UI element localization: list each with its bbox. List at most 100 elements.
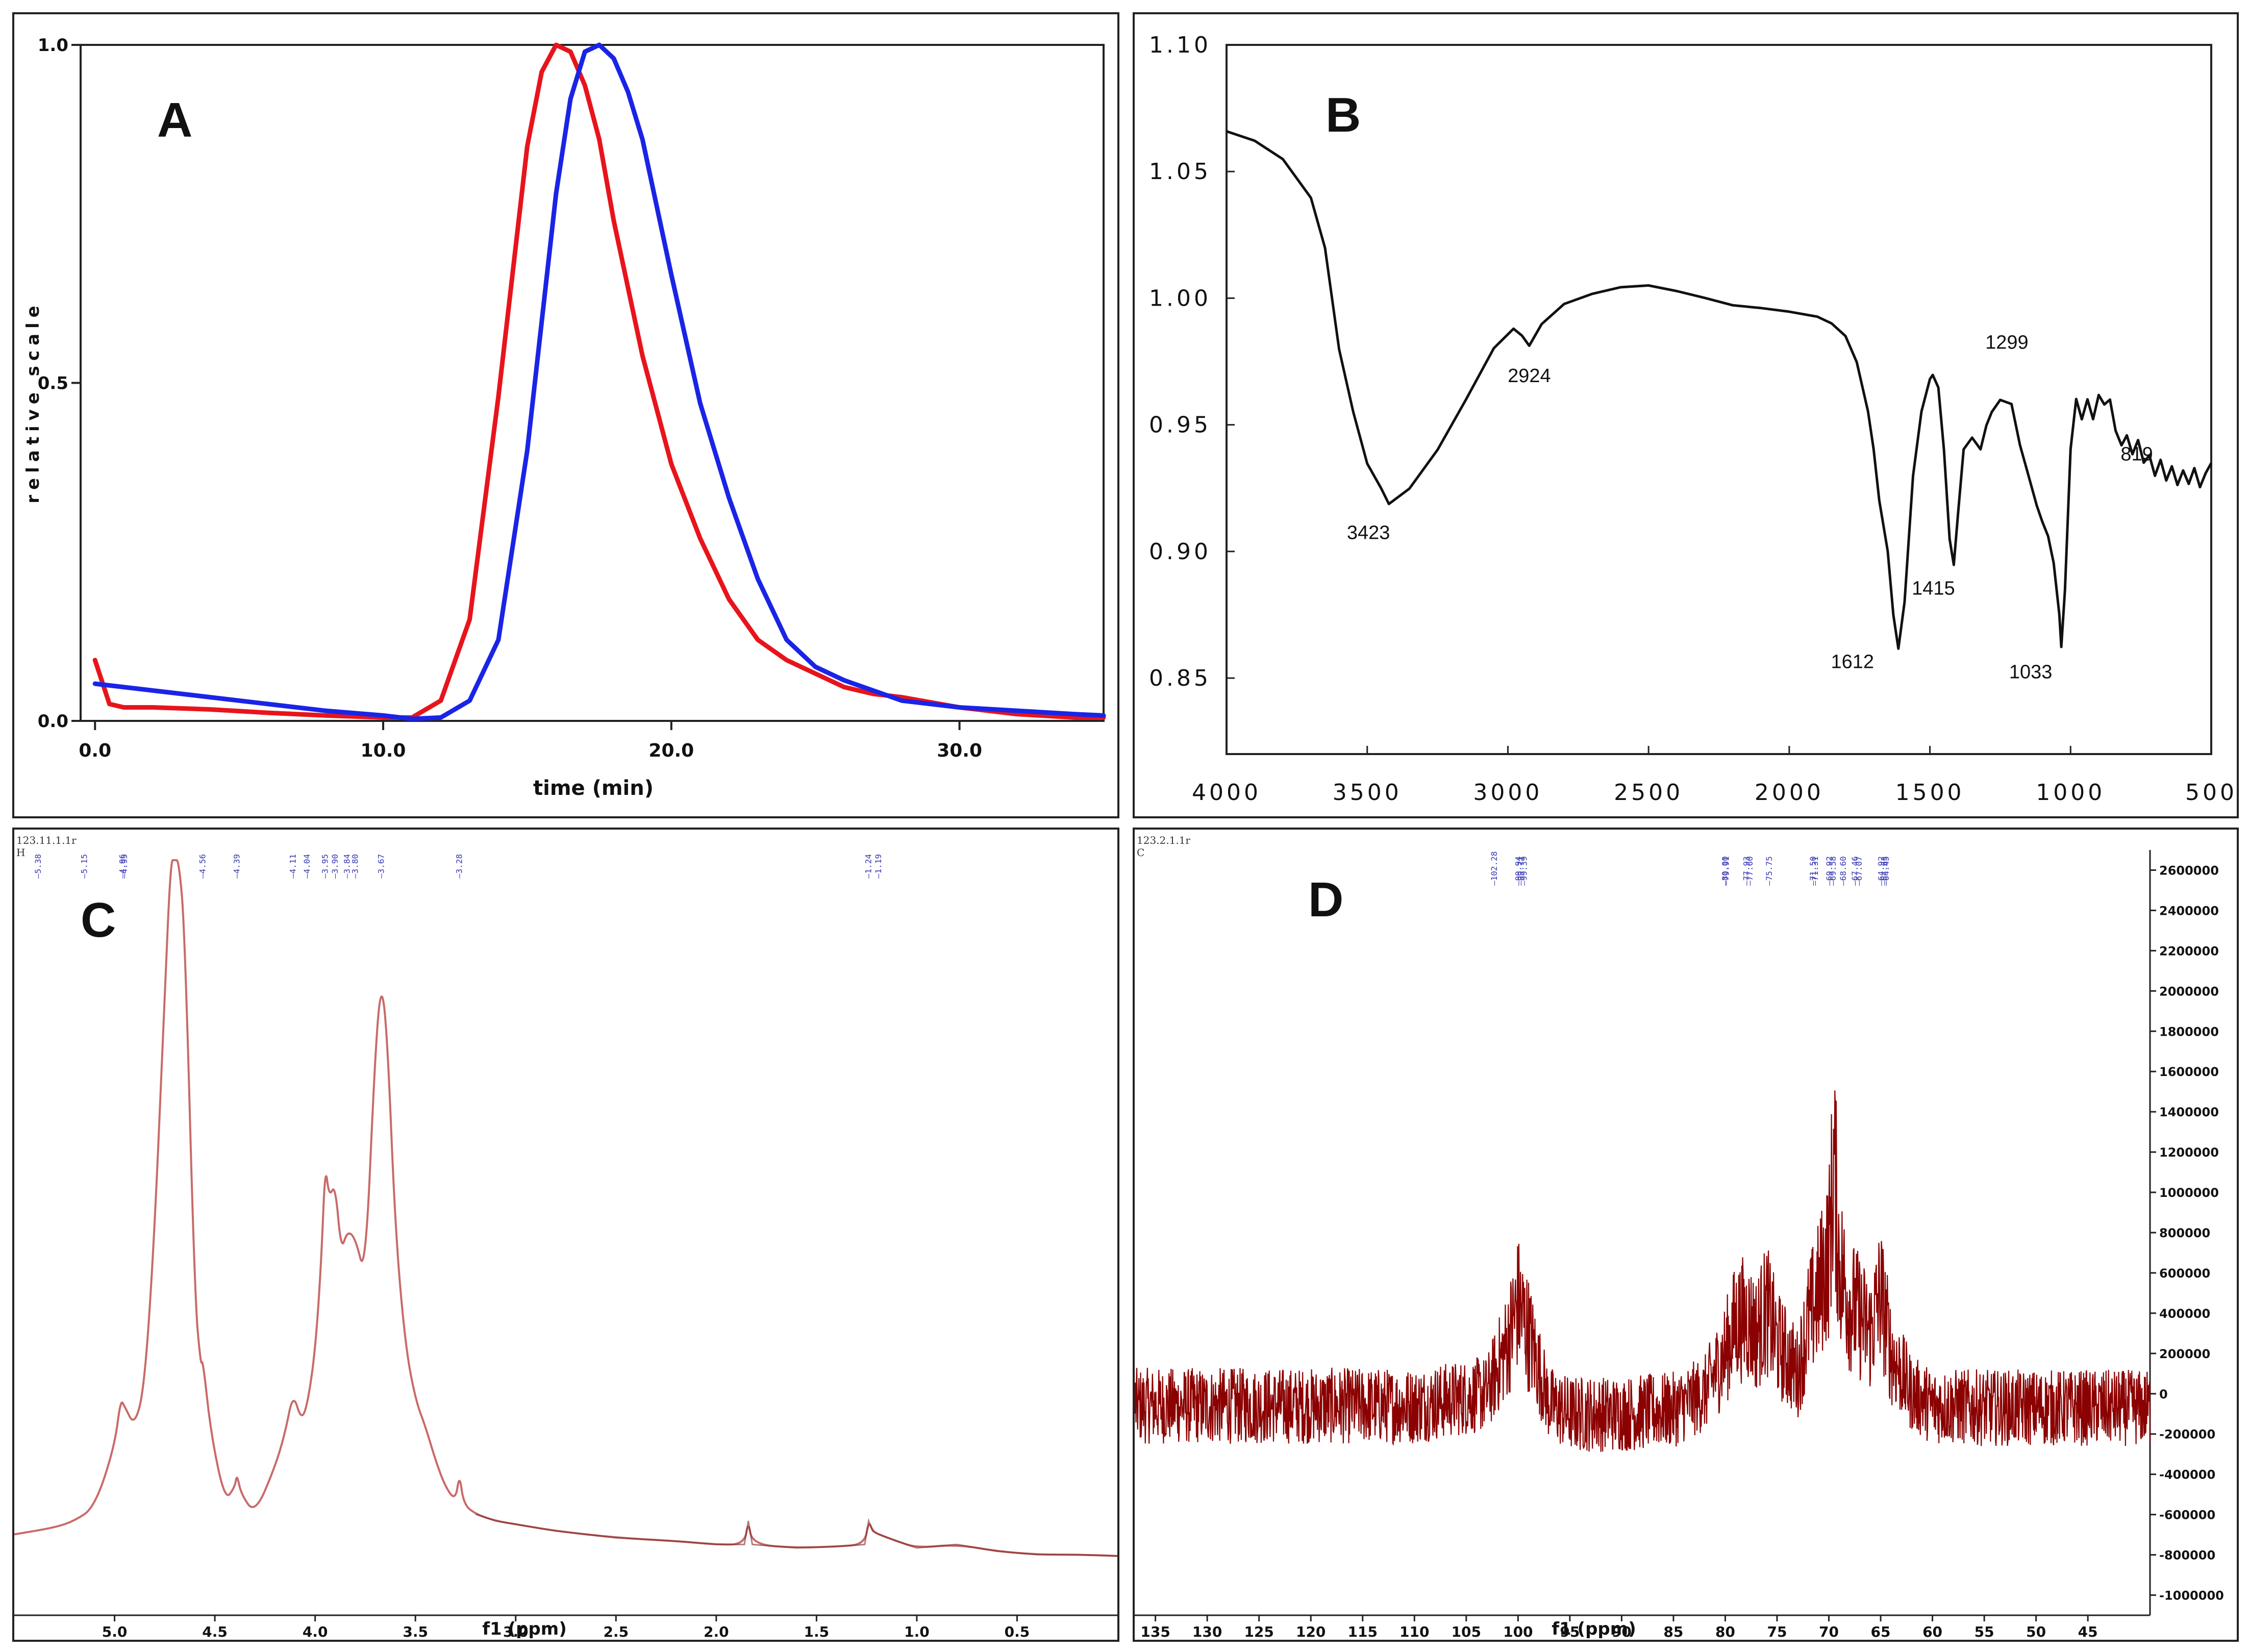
- chart-d-peak-label: —67.46: [1850, 856, 1860, 886]
- chart-d-xtick-label: 110: [1400, 1623, 1429, 1640]
- chart-c-xtick-label: 2.5: [603, 1623, 629, 1640]
- chart-d-peak-label: —80.00: [1720, 856, 1730, 886]
- chart-d-xtick-label: 125: [1244, 1623, 1273, 1640]
- panel-letter-c: C: [81, 893, 116, 947]
- chart-d-ytick-label: 1200000: [2159, 1145, 2219, 1160]
- chart-b-peak-annotation: 3423: [1347, 522, 1390, 544]
- chart-d-ytick-label: 200000: [2159, 1347, 2210, 1361]
- chart-d-ytick-label: 800000: [2159, 1226, 2210, 1240]
- chart-b-series: [1226, 130, 2213, 650]
- chart-c-peak-label: —3.90: [330, 854, 340, 879]
- chart-d-peak-label: —99.39: [1519, 856, 1529, 886]
- chart-d-peak-label: —67.07: [1854, 856, 1864, 886]
- chart-a-series: [92, 42, 1106, 721]
- chart-c-peak-label: —4.56: [198, 854, 208, 879]
- chart-a-canvas: A 0.0 10.0 20.0 30.0 0.0 0.5 1.0 time (min) re…: [23, 35, 1106, 800]
- panel-letter-a: A: [157, 93, 192, 147]
- chart-d-ytick-label: 1400000: [2159, 1105, 2219, 1119]
- chart-d-ytick-label: -1000000: [2159, 1589, 2224, 1603]
- chart-d-peak-label: —64.45: [1881, 856, 1891, 886]
- chart-d-peak-label: —71.31: [1810, 856, 1820, 886]
- chart-d-ytick-label: 400000: [2159, 1307, 2210, 1321]
- chart-c-xtick-label: 4.0: [303, 1623, 328, 1640]
- chart-d-peak-label: —77.60: [1745, 856, 1755, 886]
- chart-b-peak-annotation: 1033: [2009, 662, 2053, 683]
- chart-d-peak-label: —71.50: [1808, 856, 1818, 886]
- chart-c-nucleus: H: [16, 846, 25, 859]
- chart-a-xtick-label: 0.0: [79, 740, 111, 761]
- chart-b-peak-annotation: 819: [2120, 443, 2153, 465]
- chart-d-xtick-label: 85: [1663, 1623, 1683, 1640]
- chart-b-ytick-label: 1.00: [1149, 285, 1211, 311]
- chart-c-peak-label: —3.95: [320, 854, 330, 879]
- chart-a-ylabel: relative scale: [23, 301, 43, 503]
- chart-c-header: 123.11.1.1r: [16, 834, 77, 846]
- chart-d-ticks: 135 130 125 120 115 110 105 100 95 90 85 80 75 70 65 60…: [1135, 850, 2224, 1640]
- chart-d-xtick-label: 70: [1819, 1623, 1839, 1640]
- panel-letter-d: D: [1308, 872, 1343, 927]
- chart-c-xtick-label: 3.5: [403, 1623, 428, 1640]
- chart-b-xtick-label: 2000: [1755, 780, 1824, 806]
- chart-a-plot-frame: [80, 44, 1105, 722]
- chart-d-ytick-label: 600000: [2159, 1266, 2210, 1281]
- chart-d-peak-labels: —102.28 —99.94—99.71—99.39 —80.00—79.91 —77…: [1489, 852, 1891, 886]
- chart-d-peak-label: —99.71: [1516, 856, 1526, 886]
- chart-c-peak-label: —3.67: [376, 854, 386, 879]
- chart-c-peak-labels: —5.38 —5.15 —4.96—4.95 —4.56 —4.39 —4.11 —4.04…: [33, 854, 883, 879]
- chart-d-xtick-label: 130: [1192, 1623, 1222, 1640]
- chart-a-ytick-label: 0.0: [38, 711, 68, 732]
- chart-a-ticks: 0.0 10.0 20.0 30.0 0.0 0.5 1.0: [38, 35, 1105, 761]
- chart-d-series-13c-nmr: [1135, 1090, 2151, 1452]
- chart-a-xlabel: time (min): [533, 777, 654, 800]
- chart-b-series-ftir: [1226, 130, 2213, 650]
- chart-a-ytick-label: 0.5: [38, 373, 68, 394]
- chart-d-header: 123.2.1.1r: [1137, 834, 1190, 846]
- chart-d-nucleus: C: [1137, 846, 1144, 859]
- chart-d-peak-label: —99.94: [1514, 856, 1523, 886]
- chart-b-plot-frame: [1226, 44, 2212, 755]
- chart-c-xlabel: f1 (ppm): [482, 1619, 566, 1639]
- chart-d-xtick-label: 75: [1767, 1623, 1787, 1640]
- chart-d-xtick-label: 55: [1975, 1623, 1994, 1640]
- chart-d-peak-label: —69.58: [1828, 856, 1838, 886]
- chart-c-series: [14, 859, 1117, 1557]
- chart-c-peak-label: —5.15: [80, 854, 89, 879]
- chart-d-ytick-label: 2200000: [2159, 944, 2219, 958]
- chart-a-xtick-label: 20.0: [648, 740, 694, 761]
- chart-c-xtick-label: 5.0: [102, 1623, 128, 1640]
- chart-d-ytick-label: 2000000: [2159, 984, 2219, 998]
- chart-b-peak-annotation: 1299: [1985, 332, 2029, 353]
- chart-b-ticks: 4000 3500 3000 2500 2000 1500 1000 500 1.10 1.05 1…: [1149, 32, 2234, 806]
- chart-b-peak-annotation: 1415: [1912, 578, 1955, 599]
- chart-d-xtick-label: 100: [1503, 1623, 1533, 1640]
- chart-c-peak-label: —4.39: [232, 854, 241, 879]
- chart-c-xtick-label: 1.5: [804, 1623, 830, 1640]
- chart-c-peak-label: —1.19: [873, 854, 883, 879]
- chart-b-xtick-label: 3500: [1333, 780, 1402, 806]
- chart-d-peak-label: —79.91: [1721, 856, 1731, 886]
- chart-d-peak-label: —68.60: [1838, 856, 1848, 886]
- chart-d-xlabel: f1 (ppm): [1552, 1619, 1636, 1639]
- panel-a: A 0.0 10.0 20.0 30.0 0.0 0.5 1.0 time (min) re…: [12, 12, 1119, 818]
- chart-d-xtick-label: 65: [1871, 1623, 1891, 1640]
- chart-c-peak-label: —3.28: [455, 854, 464, 879]
- chart-d-ytick-label: 2600000: [2159, 863, 2219, 878]
- chart-d-xtick-label: 45: [2078, 1623, 2098, 1640]
- chart-c-canvas: C 123.11.1.1r H —5.38 —5.15 —4.96—4.95 —4.5…: [14, 834, 1117, 1640]
- chart-b-xtick-label: 3000: [1473, 780, 1542, 806]
- chart-d-series: [1135, 1090, 2151, 1452]
- chart-c-xtick-label: 3.0: [503, 1623, 529, 1640]
- chart-c-peak-label: —5.38: [33, 854, 43, 879]
- chart-b-canvas: B 4000 3500 3000 2500 2000 1500 1000 500 1.10 1.0…: [1149, 32, 2234, 806]
- chart-b-ytick-label: 0.95: [1149, 412, 1211, 438]
- chart-c-xtick-label: 1.0: [904, 1623, 930, 1640]
- chart-c-xtick-label: 0.5: [1005, 1623, 1030, 1640]
- chart-d-xtick-label: 95: [1560, 1623, 1580, 1640]
- chart-c-peak-label: —4.11: [288, 854, 297, 879]
- chart-c-peak-label: —1.24: [864, 854, 873, 879]
- chart-d-ytick-label: -400000: [2159, 1468, 2215, 1482]
- panel-letter-b: B: [1326, 88, 1361, 142]
- chart-d-ytick-label: 0: [2159, 1387, 2168, 1401]
- chart-d-xtick-label: 115: [1348, 1623, 1378, 1640]
- chart-d-peak-label: —69.92: [1825, 856, 1834, 886]
